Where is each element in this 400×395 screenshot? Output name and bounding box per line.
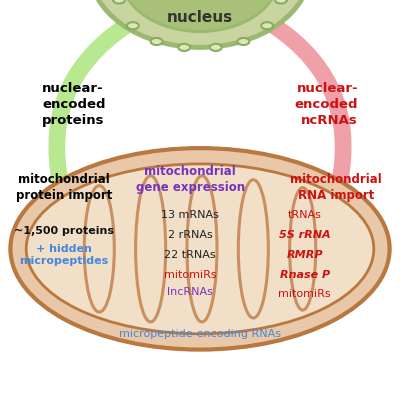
FancyArrowPatch shape	[48, 11, 143, 198]
Text: nucleus: nucleus	[167, 10, 233, 25]
Text: RMRP: RMRP	[286, 250, 323, 260]
Text: 22 tRNAs: 22 tRNAs	[164, 250, 216, 260]
Text: nuclear-
encoded
ncRNAs: nuclear- encoded ncRNAs	[294, 82, 358, 127]
Ellipse shape	[127, 22, 139, 29]
Ellipse shape	[261, 22, 273, 29]
Text: mitochondrial
gene expression: mitochondrial gene expression	[136, 165, 245, 194]
Ellipse shape	[178, 44, 190, 51]
Ellipse shape	[113, 0, 125, 4]
Text: mitochondrial
RNA import: mitochondrial RNA import	[290, 173, 382, 202]
Text: 5S rRNA: 5S rRNA	[279, 230, 330, 240]
Text: tRNAs: tRNAs	[288, 210, 322, 220]
FancyArrowPatch shape	[257, 11, 352, 198]
Text: 13 mRNAs: 13 mRNAs	[161, 210, 219, 220]
Text: + hidden
micropeptides: + hidden micropeptides	[19, 244, 108, 266]
Text: ~1,500 proteins: ~1,500 proteins	[14, 226, 114, 236]
Ellipse shape	[26, 164, 374, 334]
Text: micropeptide-encoding RNAs: micropeptide-encoding RNAs	[119, 329, 281, 339]
Text: mitomiRs: mitomiRs	[164, 269, 216, 280]
Ellipse shape	[121, 0, 279, 32]
Text: 2 rRNAs: 2 rRNAs	[168, 230, 212, 240]
Ellipse shape	[275, 0, 287, 4]
Ellipse shape	[151, 38, 162, 45]
Ellipse shape	[210, 44, 222, 51]
Text: mitomiRs: mitomiRs	[278, 289, 331, 299]
Text: nuclear-
encoded
proteins: nuclear- encoded proteins	[42, 82, 106, 127]
Text: Rnase P: Rnase P	[280, 269, 330, 280]
Text: mitochondrial
protein import: mitochondrial protein import	[16, 173, 112, 202]
Ellipse shape	[238, 38, 249, 45]
Text: lncRNAs: lncRNAs	[167, 287, 213, 297]
Ellipse shape	[10, 148, 390, 350]
Ellipse shape	[89, 0, 311, 47]
